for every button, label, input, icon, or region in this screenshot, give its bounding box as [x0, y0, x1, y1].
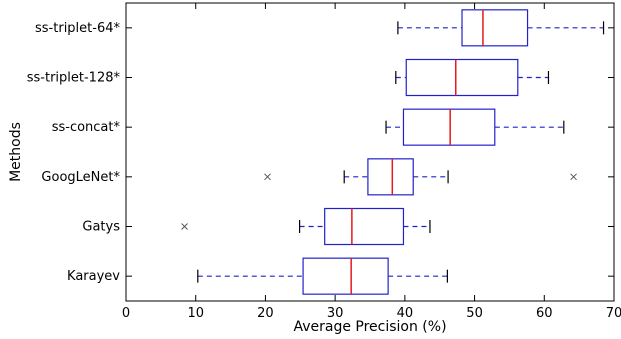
box-ss-triplet-64 [397, 9, 605, 47]
iqr-box [324, 207, 405, 246]
box-karayev [197, 257, 448, 295]
iqr-box [461, 9, 529, 47]
category-label: ss-triplet-64* [35, 21, 120, 36]
x-tick-label: 10 [187, 306, 204, 321]
outlier-stroke [570, 173, 577, 181]
x-tick-label: 20 [257, 306, 274, 321]
box-gatys [181, 207, 431, 246]
box-googlenet [264, 158, 577, 196]
x-tick-label: 40 [397, 306, 414, 321]
outlier-stroke [264, 173, 271, 181]
plot-frame [125, 2, 615, 302]
category-label: ss-triplet-128* [27, 71, 121, 86]
x-tick-label: 50 [466, 306, 483, 321]
x-tick-label: 30 [327, 306, 344, 321]
x-axis-ticks: 0 10 20 30 40 50 60 70 [122, 3, 621, 321]
category-label: ss-concat* [52, 120, 121, 135]
y-axis-label: Methods [8, 122, 24, 182]
x-tick-label: 70 [606, 306, 621, 321]
category-label: Gatys [82, 220, 120, 235]
iqr-box [302, 257, 389, 295]
outlier-marker [570, 173, 577, 181]
category-label: Karayev [67, 269, 120, 284]
box-ss-triplet-128 [395, 58, 550, 97]
iqr-box [367, 158, 414, 196]
iqr-box [402, 108, 496, 146]
y-axis-categories: ss-triplet-64* ss-triplet-128* ss-concat* G… [27, 21, 614, 284]
x-axis-label: Average Precision (%) [293, 319, 446, 335]
iqr-box [405, 58, 519, 97]
x-tick-label: 60 [536, 306, 553, 321]
boxes-layer [181, 9, 605, 295]
box-ss-concat [385, 108, 565, 146]
outlier-stroke [181, 223, 188, 230]
outlier-marker [181, 223, 188, 230]
x-tick-label: 0 [122, 306, 130, 321]
outlier-marker [264, 173, 271, 181]
category-label: GoogLeNet* [41, 170, 120, 185]
